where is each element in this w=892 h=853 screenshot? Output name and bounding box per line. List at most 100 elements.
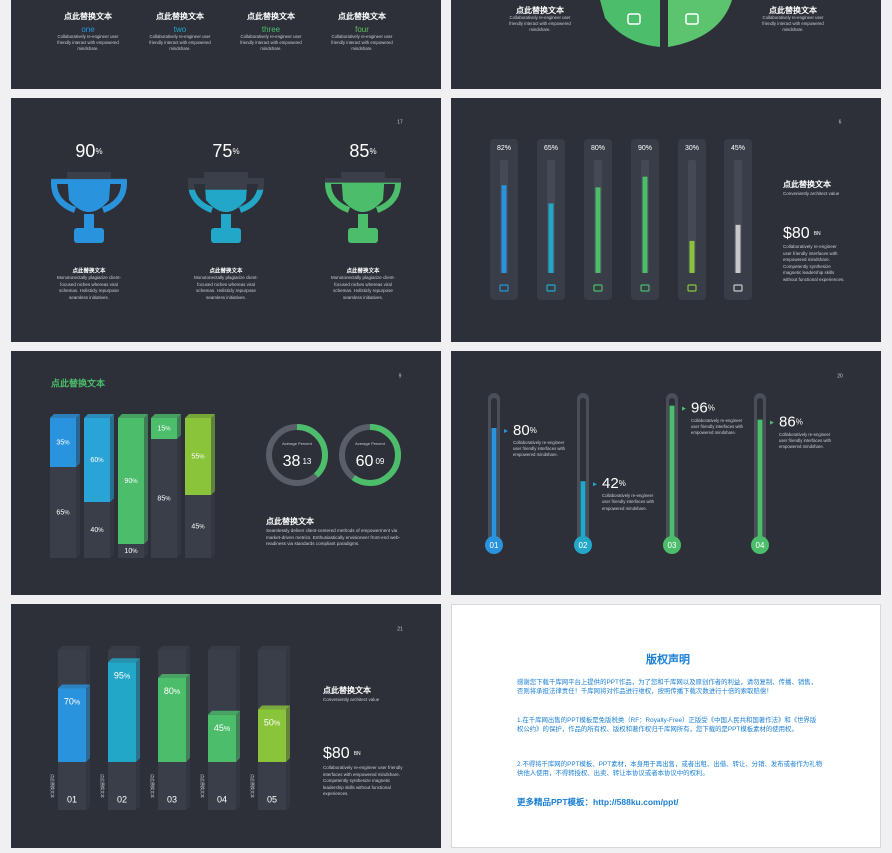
trophy-fill [50,179,128,243]
thermo-value: 80% [513,422,537,439]
value: 80 [513,422,530,439]
body-text: Seamlessly deliver client-centered metho… [266,528,400,546]
column-back-top [58,646,90,650]
bulb-index: 04 [756,541,765,550]
column-top-top [84,414,114,418]
column-top [50,418,76,467]
column-side [186,674,190,762]
unit: % [132,549,138,555]
notice-paragraph-text: 感谢您下载千库网平台上提供的PPT作品，为了您和千库网以及原创作者的利益，请勿复… [517,679,818,696]
unit: % [739,145,745,152]
bar-value: 45% [731,145,745,152]
column-value: 70% [64,697,80,707]
bar-value: 90% [638,145,652,152]
value: 65 [544,145,552,152]
column-index: 02 [117,794,127,804]
donut-value: 60 09 [356,453,385,470]
unit: % [796,418,803,427]
column-back-top [158,646,190,650]
trophy-text: Monotonectally plagiarize client-focused… [194,275,258,300]
column-back-top [108,646,140,650]
thermo-text-text: Collaboratively re-engineer user friendl… [779,431,832,450]
column-index: 01 [67,794,77,804]
unit: % [530,426,537,435]
side-text-text: Collaboratively re-engineer user friendl… [323,765,403,797]
trophy-handle [375,182,401,213]
thermo-text: Collaboratively re-engineer user friendl… [513,440,565,457]
value: 85 [157,495,165,502]
unit: % [98,458,104,464]
tube-fill [491,428,497,540]
slide [451,604,881,848]
column-bottom [185,495,211,558]
value: 50 [264,718,274,728]
column-bottom-side [144,540,148,558]
trophy-handle [188,189,214,213]
slide [451,0,881,89]
bar-value: 82% [497,145,511,152]
item-title: 点此替换文本 [516,5,564,15]
notice-paragraph: 2.不得将千库网的PPT模板、PPT素材，本身用于再出售，或者出租、出借、转让、… [517,761,822,777]
trophy-cup [67,179,111,212]
bar-value: 80% [591,145,605,152]
notice-paragraph-text: 1.在千库网出售的PPT模板是免版税类（RF：Royalty-Free）正版受《… [517,717,817,734]
unit: % [646,145,652,152]
slide [451,98,881,342]
item-text: Collaboratively re-engineer user friendl… [57,34,119,51]
bar [735,224,741,273]
bar-icon [733,284,743,292]
thermo-text: Collaboratively re-engineer user friendl… [691,418,743,435]
column-top-value: 55% [191,453,205,460]
trophy-value: 75% [212,141,239,161]
item-label: three [262,25,281,34]
amount-value: $80 [783,225,810,242]
trophy-fill [325,182,401,243]
value: 42 [602,475,619,492]
item-text: Collaboratively re-engineer user friendl… [149,34,211,51]
bulb [485,536,503,554]
trophy-text: Monotonectally plagiarize client-focused… [330,275,396,300]
thermo-value: 96% [691,400,715,417]
column-top-top [118,414,148,418]
side-subtitle: Conveniently architect value [783,191,840,196]
tube-fill [580,481,586,540]
column-top [158,674,190,678]
column-side [236,710,240,762]
item-title: 点此替换文本 [247,11,295,21]
column-bottom-side [211,491,215,558]
trophy-text-text: Monotonectally plagiarize client-focused… [330,275,396,300]
value: 82 [497,145,505,152]
trophy-handle [238,189,264,213]
bar-icon [499,284,509,292]
tube-fill [757,419,763,540]
trophy-cup [341,182,385,212]
item-title: 点此替换文本 [769,5,817,15]
value: 86 [779,414,796,431]
column-bottom [84,502,110,558]
notice-link: 更多精品PPT模板：http://588ku.com/ppt/ [517,797,679,807]
bulb-index: 02 [579,541,588,550]
column-side [136,658,140,762]
amount: $80 BN [323,745,361,762]
column-label: 点此替换文本 [250,774,256,798]
side-text: Collaboratively re-engineer user friendl… [783,244,845,282]
item-text: Collaboratively re-engineer user friendl… [509,15,571,31]
unit: % [693,145,699,152]
notice-paragraph: 感谢您下载千库网平台上提供的PPT作品，为了您和千库网以及原创作者的利益，请勿复… [517,679,818,696]
column-top-value: 60% [90,457,104,464]
column-side [286,705,290,762]
value: 96 [691,400,708,417]
column [158,678,186,762]
value: 38 [283,453,301,470]
value: 45 [731,145,739,152]
notice-title: 版权声明 [646,652,690,666]
heading: 点此替换文本 [266,516,314,526]
icon [627,13,641,25]
bar-value: 65% [544,145,558,152]
side-text: Collaboratively re-engineer user friendl… [323,765,403,797]
column-top [118,418,144,544]
column-index: 03 [167,794,177,804]
trophy-value: 90% [75,141,102,161]
pointer [770,420,774,425]
